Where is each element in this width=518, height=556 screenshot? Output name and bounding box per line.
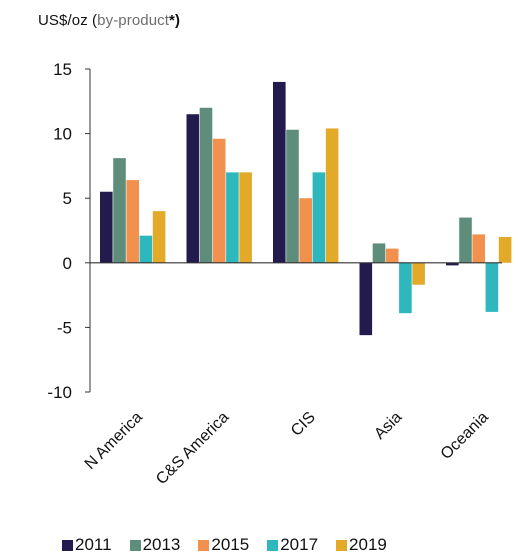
y-axis: 15 10 5 0 -5 -10	[47, 60, 91, 402]
legend-label: 2019	[349, 535, 387, 554]
bars	[100, 81, 512, 336]
bar-2011	[186, 114, 200, 263]
legend-swatch	[198, 539, 210, 551]
bar-2017	[139, 235, 153, 263]
y-tick-label: 0	[63, 254, 72, 273]
legend-label: 2011	[75, 535, 112, 554]
bar-2011	[273, 81, 286, 263]
bar-2015	[299, 198, 312, 263]
y-tick-label: -5	[57, 318, 72, 337]
bar-2011	[359, 262, 373, 336]
bar-2017	[485, 262, 499, 312]
bar-2017	[226, 172, 239, 263]
bar-2013	[113, 158, 126, 263]
legend-item-2011: 2011	[62, 535, 112, 555]
bar-2015	[126, 180, 139, 263]
x-category-label: C&S America	[153, 409, 232, 488]
y-tick-label: 10	[53, 125, 72, 144]
bar-2013	[372, 243, 386, 263]
bar-2019	[498, 236, 512, 263]
bar-2019	[152, 211, 166, 263]
x-category-label: CIS	[288, 409, 319, 440]
x-category-label: Oceania	[438, 409, 492, 463]
legend-swatch	[62, 539, 73, 551]
x-category-label: N America	[82, 409, 146, 473]
bar-2015	[385, 248, 399, 263]
bar-2015	[212, 138, 226, 263]
bar-2015	[472, 234, 485, 263]
y-axis-unit-suffix: *)	[169, 12, 181, 29]
legend-swatch	[267, 539, 279, 551]
y-axis-unit-prefix: US$/oz (	[38, 12, 98, 29]
bar-2019	[325, 128, 339, 263]
bar-2019	[239, 172, 252, 263]
x-axis-labels: N America C&S America CIS Asia Oceania	[82, 409, 492, 488]
bar-2017	[399, 262, 412, 314]
x-category-label: Asia	[371, 409, 405, 443]
bar-2017	[312, 172, 326, 263]
legend-label: 2017	[280, 535, 319, 554]
legend-item-2013: 2013	[129, 535, 181, 555]
y-tick-label: -10	[47, 383, 72, 402]
legend-item-2017: 2017	[267, 535, 318, 555]
y-tick-label: 5	[63, 189, 72, 208]
y-axis-unit-label: US$/oz (by-product*)	[38, 12, 180, 29]
legend-swatch	[336, 539, 348, 551]
bar-2011	[100, 191, 113, 263]
bar-2013	[199, 107, 213, 263]
legend-swatch	[129, 539, 141, 551]
legend-label: 2015	[211, 535, 250, 554]
bar-2011	[446, 262, 459, 266]
legend: 2011 2013 2015 2017 2019	[62, 535, 387, 555]
bar-2013	[286, 129, 299, 263]
legend-label: 2013	[142, 535, 181, 554]
bar-2013	[459, 217, 472, 263]
y-tick-label: 15	[53, 60, 72, 79]
legend-item-2019: 2019	[336, 535, 387, 555]
legend-item-2015: 2015	[198, 535, 249, 555]
bar-chart: 15 10 5 0 -5 -10 N America C&S America CIS Asia O…	[47, 60, 512, 488]
y-axis-unit-muted: by-product	[97, 12, 170, 29]
bar-2019	[412, 262, 425, 285]
